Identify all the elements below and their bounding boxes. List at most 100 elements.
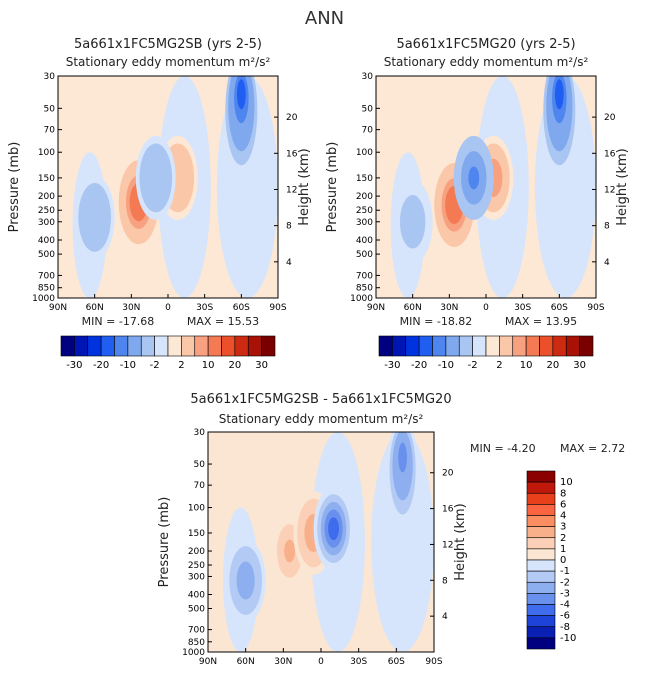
chart-panel-1: 5a661x1FC5MG2SB (yrs 2-5) Stationary eddy… xyxy=(7,37,312,371)
colorbar-swatch xyxy=(526,615,556,628)
colorbar-label: -2 xyxy=(560,577,570,588)
colorbar-swatch xyxy=(526,504,556,516)
colorbar-swatch xyxy=(526,548,556,561)
y-tick-label: 100 xyxy=(356,148,373,158)
colorbar-label: 3 xyxy=(560,522,566,533)
chart-title: 5a661x1FC5MG2SB - 5a661x1FC5MG20 xyxy=(190,392,451,407)
colorbar-swatch xyxy=(552,335,567,357)
y-tick-label: 700 xyxy=(38,271,55,281)
y-tick-label: 50 xyxy=(362,104,374,114)
colorbar-swatch xyxy=(579,335,594,357)
colorbar-label: -6 xyxy=(560,611,570,622)
y-right-tick-label: 8 xyxy=(442,576,448,586)
y-tick-label: 500 xyxy=(356,250,373,260)
contour-negative-60n xyxy=(240,569,252,592)
colorbar-swatch xyxy=(458,335,473,357)
chart-panel-2: 5a661x1FC5MG20 (yrs 2-5) Stationary eddy … xyxy=(325,37,630,371)
colorbar-label: -2 xyxy=(468,360,478,371)
colorbar-swatch xyxy=(221,335,236,357)
x-tick-label: 30S xyxy=(514,303,531,313)
colorbar-swatch xyxy=(526,526,556,539)
colorbar-swatch xyxy=(526,515,556,527)
colorbar-label: 6 xyxy=(560,499,566,510)
colorbar-swatch xyxy=(261,335,276,357)
colorbar-label: 0 xyxy=(560,555,566,566)
x-tick-label: 60S xyxy=(388,657,405,667)
colorbar-label: 20 xyxy=(229,360,242,371)
colorbar-label: -20 xyxy=(411,360,427,371)
x-tick-label: 0 xyxy=(165,303,171,313)
y-tick-label: 700 xyxy=(188,626,205,636)
colorbar-label: 8 xyxy=(560,488,566,499)
colorbar-swatch xyxy=(472,335,487,357)
chart-subtitle: Stationary eddy momentum m²/s² xyxy=(219,412,424,426)
x-tick-label: 60S xyxy=(551,303,568,313)
y-axis-title-right: Height (km) xyxy=(453,503,468,580)
contour-positive-30n xyxy=(284,539,296,563)
colorbar-swatch xyxy=(194,335,209,357)
chart-title: 5a661x1FC5MG20 (yrs 2-5) xyxy=(396,37,575,52)
colorbar-label: 10 xyxy=(520,360,533,371)
colorbar-swatch xyxy=(526,537,556,550)
x-tick-label: 90N xyxy=(199,657,217,667)
colorbar-swatch xyxy=(154,335,169,357)
contour-negative-upper-60s xyxy=(398,442,407,473)
y-right-tick-label: 20 xyxy=(286,113,298,123)
colorbar-swatch xyxy=(526,570,556,583)
contour-negative-60n xyxy=(89,205,101,229)
min-label: MIN = -17.68 xyxy=(82,315,155,328)
page-title: ANN xyxy=(304,8,345,29)
colorbar-label: -1 xyxy=(560,566,570,577)
y-tick-label: 200 xyxy=(38,192,55,202)
y-tick-label: 1000 xyxy=(32,294,55,304)
y-tick-label: 400 xyxy=(356,236,373,246)
y-tick-label: 700 xyxy=(356,271,373,281)
y-tick-label: 100 xyxy=(188,504,205,514)
y-right-tick-label: 16 xyxy=(286,149,298,159)
colorbar-swatch xyxy=(526,581,556,594)
colorbar-swatch xyxy=(525,335,540,357)
y-tick-label: 250 xyxy=(38,206,55,216)
colorbar-label: -10 xyxy=(438,360,454,371)
y-right-tick-label: 20 xyxy=(442,469,454,479)
y-tick-label: 400 xyxy=(38,236,55,246)
min-label: MIN = -18.82 xyxy=(400,315,473,328)
x-tick-label: 90S xyxy=(587,303,604,313)
colorbar-swatch xyxy=(526,559,556,572)
colorbar-label: -20 xyxy=(93,360,109,371)
contour-negative-60n xyxy=(407,210,419,234)
y-right-tick-label: 4 xyxy=(442,612,448,622)
colorbar-swatch xyxy=(526,637,556,650)
x-tick-label: 0 xyxy=(318,657,324,667)
colorbar-label: -3 xyxy=(560,588,570,599)
x-tick-label: 90N xyxy=(49,303,67,313)
chart-subtitle: Stationary eddy momentum m²/s² xyxy=(384,55,589,69)
y-right-tick-label: 12 xyxy=(286,185,297,195)
y-tick-label: 850 xyxy=(38,284,55,294)
y-right-tick-label: 12 xyxy=(604,185,615,195)
colorbar-swatch xyxy=(526,604,556,616)
y-tick-label: 1000 xyxy=(350,294,373,304)
y-right-tick-label: 4 xyxy=(604,258,610,268)
colorbar-label: 2 xyxy=(496,360,502,371)
colorbar-label: -30 xyxy=(66,360,82,371)
y-tick-label: 70 xyxy=(44,126,56,136)
colorbar-swatch xyxy=(140,335,155,357)
y-axis-title: Pressure (mb) xyxy=(157,497,172,588)
colorbar-swatch xyxy=(207,335,222,357)
chart-panel-3: 5a661x1FC5MG2SB - 5a661x1FC5MG20 Stationa… xyxy=(157,392,625,667)
y-tick-label: 100 xyxy=(38,148,55,158)
colorbar-swatch xyxy=(392,335,407,357)
y-right-tick-label: 12 xyxy=(442,540,453,550)
colorbar-label: 10 xyxy=(560,477,573,488)
y-tick-label: 850 xyxy=(188,638,205,648)
y-tick-label: 500 xyxy=(188,605,205,615)
y-tick-label: 30 xyxy=(194,428,206,438)
y-right-tick-label: 8 xyxy=(286,222,292,232)
colorbar-swatch xyxy=(526,481,556,494)
y-tick-label: 150 xyxy=(356,174,373,184)
colorbar-label: 30 xyxy=(255,360,268,371)
chart-subtitle: Stationary eddy momentum m²/s² xyxy=(66,55,271,69)
colorbar-label: -4 xyxy=(560,600,570,611)
